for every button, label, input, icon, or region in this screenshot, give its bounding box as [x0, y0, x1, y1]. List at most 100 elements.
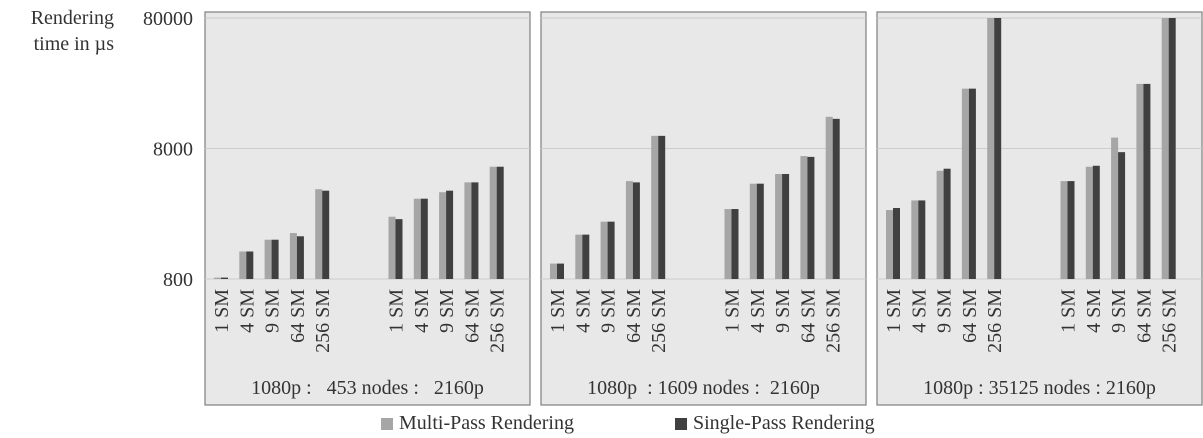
- bar-multi-pass-p2-c1: [550, 263, 557, 279]
- bar-single-pass-p3-c10: [1168, 18, 1176, 279]
- category-label-p1-c7: 4 SM: [411, 289, 433, 333]
- bar-multi-pass-p2-c3: [600, 221, 608, 279]
- panel-label-2: 1080p : 1609 nodes : 2160p: [587, 377, 820, 399]
- category-label-p2-c4: 64 SM: [623, 289, 645, 343]
- bar-single-pass-p3-c1: [893, 207, 900, 279]
- category-label-p3-c7: 4 SM: [1083, 289, 1105, 333]
- bar-single-pass-p3-c8: [1118, 152, 1126, 279]
- bar-single-pass-p1-c1: [221, 277, 228, 279]
- legend-item-multi-pass: Multi-Pass Rendering: [381, 412, 574, 435]
- category-label-p2-c7: 4 SM: [747, 289, 769, 333]
- bar-single-pass-p3-c5: [994, 18, 1002, 279]
- category-label-p2-c2: 4 SM: [572, 289, 594, 333]
- y-tick-label-3: 80000: [143, 8, 193, 30]
- bar-multi-pass-p1-c4: [289, 233, 297, 279]
- legend-swatch-multi-pass: [381, 417, 393, 430]
- legend-label-multi-pass: Multi-Pass Rendering: [399, 412, 574, 434]
- bar-multi-pass-p2-c7: [749, 183, 757, 279]
- bar-multi-pass-p1-c1: [214, 277, 221, 279]
- bar-single-pass-p1-c10: [496, 166, 504, 279]
- bar-single-pass-p3-c7: [1092, 165, 1100, 279]
- category-label-p3-c3: 9 SM: [934, 289, 956, 333]
- bar-single-pass-p1-c3: [271, 239, 279, 279]
- category-label-p1-c5: 256 SM: [312, 289, 334, 353]
- category-label-p2-c1: 1 SM: [547, 289, 569, 333]
- bar-multi-pass-p2-c9: [800, 156, 808, 279]
- bar-multi-pass-p2-c5: [651, 135, 659, 279]
- category-label-p1-c4: 64 SM: [287, 289, 309, 343]
- y-tick-label-2: 8000: [153, 139, 193, 161]
- panel-label-3: 1080p : 35125 nodes : 2160p: [923, 377, 1156, 399]
- legend-item-single-pass: Single-Pass Rendering: [675, 412, 875, 435]
- bar-single-pass-p2-c2: [582, 234, 590, 279]
- legend-swatch-single-pass: [675, 417, 687, 430]
- bar-multi-pass-p1-c7: [413, 198, 421, 279]
- bar-single-pass-p1-c6: [395, 219, 403, 279]
- bar-single-pass-p1-c2: [246, 251, 254, 279]
- category-label-p1-c3: 9 SM: [262, 289, 284, 333]
- bar-single-pass-p1-c4: [296, 236, 304, 279]
- bar-single-pass-p2-c8: [782, 174, 790, 279]
- bar-single-pass-p3-c4: [968, 88, 976, 279]
- bar-multi-pass-p3-c5: [987, 18, 995, 279]
- bar-single-pass-p2-c7: [756, 183, 764, 279]
- bar-multi-pass-p1-c10: [489, 166, 497, 279]
- bar-multi-pass-p3-c4: [961, 88, 969, 279]
- bar-single-pass-p1-c7: [420, 198, 428, 279]
- bar-single-pass-p3-c3: [943, 168, 951, 279]
- category-label-p2-c6: 1 SM: [722, 289, 744, 333]
- bar-multi-pass-p3-c7: [1085, 166, 1093, 279]
- bar-multi-pass-p2-c10: [825, 116, 833, 279]
- category-label-p1-c9: 64 SM: [461, 289, 483, 343]
- y-axis-title-line2: time in µs: [33, 33, 114, 55]
- bar-single-pass-p1-c5: [322, 190, 330, 279]
- bar-multi-pass-p1-c6: [388, 216, 396, 279]
- category-label-p1-c8: 9 SM: [436, 289, 458, 333]
- category-label-p2-c3: 9 SM: [598, 289, 620, 333]
- category-label-p2-c10: 256 SM: [823, 289, 845, 353]
- category-label-p3-c2: 4 SM: [908, 289, 930, 333]
- legend-label-single-pass: Single-Pass Rendering: [693, 412, 875, 434]
- category-label-p3-c9: 64 SM: [1133, 289, 1155, 343]
- bar-single-pass-p2-c5: [658, 135, 666, 279]
- category-label-p3-c5: 256 SM: [984, 289, 1006, 353]
- bar-single-pass-p1-c8: [446, 190, 454, 279]
- y-axis-title-line1: Rendering: [30, 7, 114, 29]
- category-label-p3-c4: 64 SM: [959, 289, 981, 343]
- bar-multi-pass-p1-c5: [315, 189, 323, 279]
- panel-label-1: 1080p : 453 nodes : 2160p: [251, 377, 484, 399]
- bar-single-pass-p2-c4: [632, 182, 640, 279]
- bar-single-pass-p3-c6: [1067, 181, 1075, 279]
- bar-multi-pass-p3-c3: [936, 170, 944, 279]
- category-label-p3-c8: 9 SM: [1108, 289, 1130, 333]
- bar-multi-pass-p2-c4: [625, 181, 633, 279]
- category-label-p3-c1: 1 SM: [883, 289, 905, 333]
- bar-single-pass-p2-c3: [607, 221, 615, 279]
- bar-single-pass-p2-c10: [832, 118, 840, 279]
- bar-multi-pass-p3-c8: [1111, 137, 1119, 279]
- bar-multi-pass-p2-c6: [724, 209, 732, 279]
- category-label-p1-c10: 256 SM: [487, 289, 509, 353]
- bar-single-pass-p2-c1: [557, 263, 564, 279]
- panel-frame-3: [876, 11, 1203, 406]
- bar-multi-pass-p3-c6: [1060, 181, 1068, 279]
- panel-frame-2: [540, 11, 867, 406]
- bar-multi-pass-p3-c9: [1136, 83, 1144, 279]
- category-label-p1-c2: 4 SM: [236, 289, 258, 333]
- legend: Multi-Pass Rendering Single-Pass Renderi…: [0, 412, 1203, 436]
- category-label-p1-c1: 1 SM: [211, 289, 233, 333]
- bar-multi-pass-p3-c1: [886, 210, 893, 279]
- bar-multi-pass-p1-c3: [264, 239, 272, 279]
- bar-single-pass-p3-c2: [918, 200, 926, 279]
- category-label-p2-c8: 9 SM: [772, 289, 794, 333]
- y-axis-title: Rendering time in µs: [4, 5, 114, 57]
- category-label-p2-c9: 64 SM: [797, 289, 819, 343]
- bar-multi-pass-p3-c2: [911, 200, 919, 279]
- bar-multi-pass-p2-c8: [775, 174, 783, 279]
- category-label-p2-c5: 256 SM: [648, 289, 670, 353]
- bar-multi-pass-p1-c9: [464, 182, 472, 279]
- panel-frame-1: [204, 11, 531, 406]
- bar-multi-pass-p3-c10: [1161, 18, 1169, 279]
- bar-multi-pass-p1-c8: [439, 192, 447, 279]
